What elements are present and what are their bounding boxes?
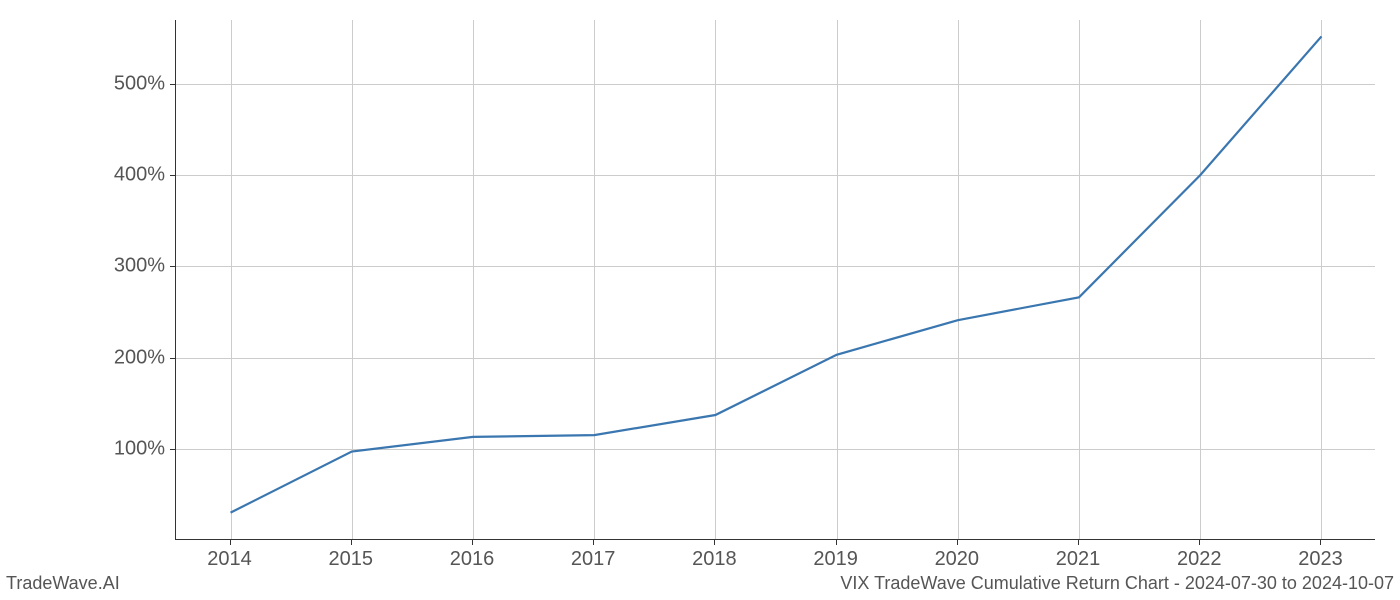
y-tick-mark <box>170 449 175 450</box>
footer-left-text: TradeWave.AI <box>6 573 120 594</box>
x-tick-mark <box>1199 540 1200 545</box>
x-tick-label: 2017 <box>571 548 616 571</box>
x-tick-label: 2021 <box>1056 548 1101 571</box>
y-tick-mark <box>170 358 175 359</box>
y-tick-label: 300% <box>114 255 165 278</box>
x-tick-mark <box>351 540 352 545</box>
y-tick-label: 400% <box>114 164 165 187</box>
y-tick-label: 500% <box>114 72 165 95</box>
x-tick-mark <box>230 540 231 545</box>
y-tick-label: 200% <box>114 346 165 369</box>
line-series <box>176 20 1376 540</box>
x-tick-label: 2016 <box>450 548 495 571</box>
x-tick-label: 2023 <box>1298 548 1343 571</box>
x-tick-mark <box>714 540 715 545</box>
plot-area <box>175 20 1375 540</box>
x-tick-mark <box>836 540 837 545</box>
x-tick-mark <box>1078 540 1079 545</box>
x-tick-mark <box>472 540 473 545</box>
x-tick-mark <box>593 540 594 545</box>
x-tick-label: 2019 <box>813 548 858 571</box>
x-tick-label: 2020 <box>935 548 980 571</box>
y-tick-mark <box>170 175 175 176</box>
chart-container <box>175 20 1375 540</box>
x-tick-mark <box>1320 540 1321 545</box>
y-tick-label: 100% <box>114 437 165 460</box>
x-tick-label: 2018 <box>692 548 737 571</box>
x-tick-label: 2022 <box>1177 548 1222 571</box>
footer-right-text: VIX TradeWave Cumulative Return Chart - … <box>840 573 1394 594</box>
x-tick-label: 2015 <box>329 548 374 571</box>
y-tick-mark <box>170 266 175 267</box>
x-tick-label: 2014 <box>207 548 252 571</box>
y-tick-mark <box>170 84 175 85</box>
x-tick-mark <box>957 540 958 545</box>
